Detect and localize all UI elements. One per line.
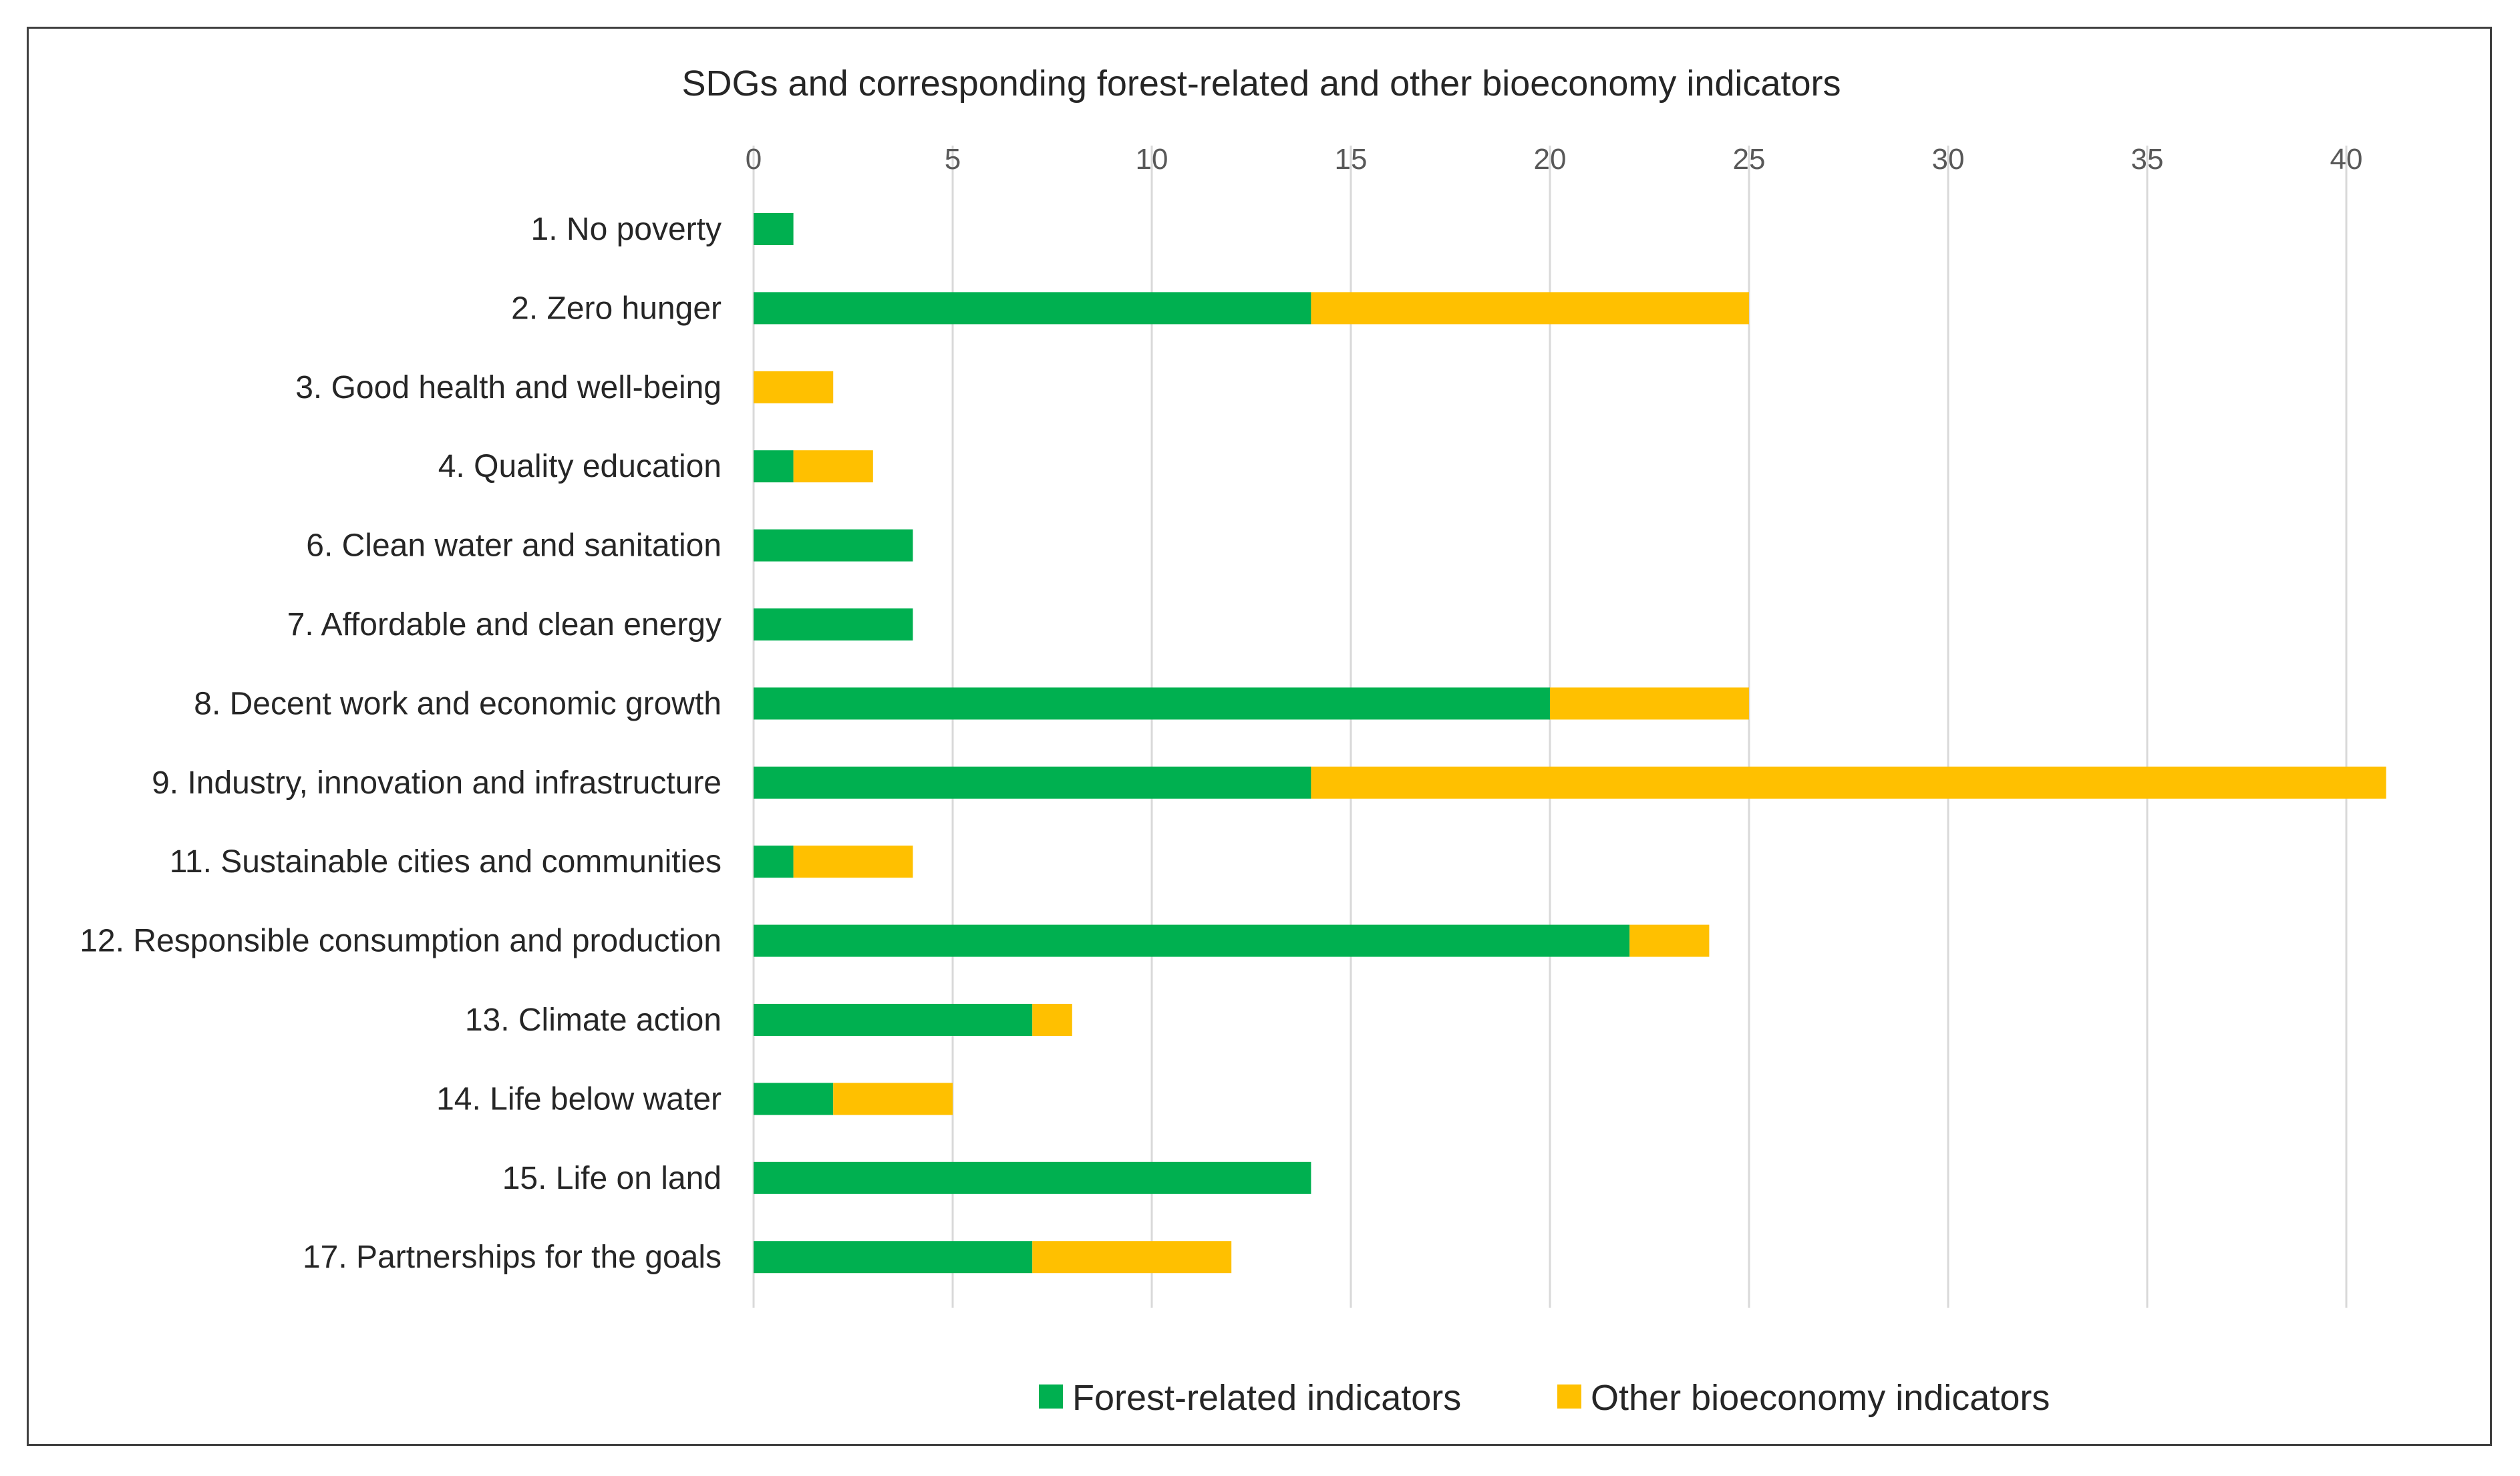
legend-swatch-other-bioeconomy — [1557, 1385, 1581, 1409]
x-tick-label-30: 30 — [1932, 143, 1965, 176]
category-label: 3. Good health and well-being — [295, 370, 722, 405]
legend-label-forest-related: Forest-related indicators — [1072, 1378, 1461, 1418]
bar-other-bioeconomy — [793, 450, 873, 483]
bar-forest-related — [754, 1083, 834, 1115]
bar-other-bioeconomy — [833, 1083, 953, 1115]
category-label: 8. Decent work and economic growth — [194, 686, 722, 721]
x-tick-label-40: 40 — [2330, 143, 2363, 176]
bar-forest-related — [754, 687, 1550, 720]
bar-forest-related — [754, 450, 794, 483]
bar-forest-related — [754, 846, 794, 878]
bar-other-bioeconomy — [1311, 766, 2386, 799]
bar-other-bioeconomy — [1032, 1241, 1232, 1274]
chart-title: SDGs and corresponding forest-related an… — [682, 63, 1841, 104]
category-label: 7. Affordable and clean energy — [287, 607, 722, 642]
bar-forest-related — [754, 924, 1630, 957]
bar-other-bioeconomy — [1032, 1004, 1072, 1036]
bar-forest-related — [754, 1241, 1033, 1274]
category-label: 6. Clean water and sanitation — [306, 528, 722, 564]
bar-other-bioeconomy — [793, 846, 913, 878]
bar-forest-related — [754, 529, 913, 562]
gridlines — [752, 146, 2348, 1308]
bar-other-bioeconomy — [1311, 292, 1749, 325]
bar-forest-related — [754, 1161, 1311, 1194]
x-tick-label-5: 5 — [945, 143, 961, 176]
x-tick-label-35: 35 — [2131, 143, 2164, 176]
bar-forest-related — [754, 1004, 1033, 1036]
category-label: 11. Sustainable cities and communities — [170, 844, 722, 880]
bar-other-bioeconomy — [1629, 924, 1710, 957]
category-label: 9. Industry, innovation and infrastructu… — [152, 765, 722, 801]
legend: Forest-related indicators Other bioeconom… — [1039, 1378, 2050, 1418]
category-label: 1. No poverty — [531, 212, 722, 247]
bars — [754, 213, 2386, 1274]
bar-forest-related — [754, 766, 1311, 799]
chart-frame: SDGs and corresponding forest-related an… — [27, 27, 2492, 1446]
x-tick-label-25: 25 — [1733, 143, 1766, 176]
category-label: 15. Life on land — [502, 1161, 722, 1196]
category-label: 12. Responsible consumption and producti… — [80, 924, 722, 959]
x-tick-label-20: 20 — [1534, 143, 1567, 176]
bar-forest-related — [754, 608, 913, 640]
bar-other-bioeconomy — [754, 371, 834, 403]
category-label: 2. Zero hunger — [511, 291, 722, 326]
x-axis-ticks: 0 5 10 15 20 25 30 35 40 — [746, 143, 2363, 176]
bar-forest-related — [754, 292, 1311, 325]
x-tick-label-15: 15 — [1335, 143, 1368, 176]
category-label: 14. Life below water — [436, 1081, 722, 1117]
x-tick-label-0: 0 — [746, 143, 762, 176]
bar-forest-related — [754, 213, 794, 245]
legend-swatch-forest-related — [1039, 1385, 1063, 1409]
category-label: 4. Quality education — [438, 449, 722, 484]
category-label: 17. Partnerships for the goals — [303, 1240, 722, 1275]
bar-other-bioeconomy — [1550, 687, 1749, 720]
category-labels: 1. No poverty 2. Zero hunger 3. Good healt… — [80, 212, 722, 1275]
category-label: 13. Climate action — [465, 1002, 722, 1038]
x-tick-label-10: 10 — [1136, 143, 1168, 176]
legend-label-other-bioeconomy: Other bioeconomy indicators — [1591, 1378, 2050, 1418]
chart-svg: SDGs and corresponding forest-related an… — [80, 63, 2386, 1418]
